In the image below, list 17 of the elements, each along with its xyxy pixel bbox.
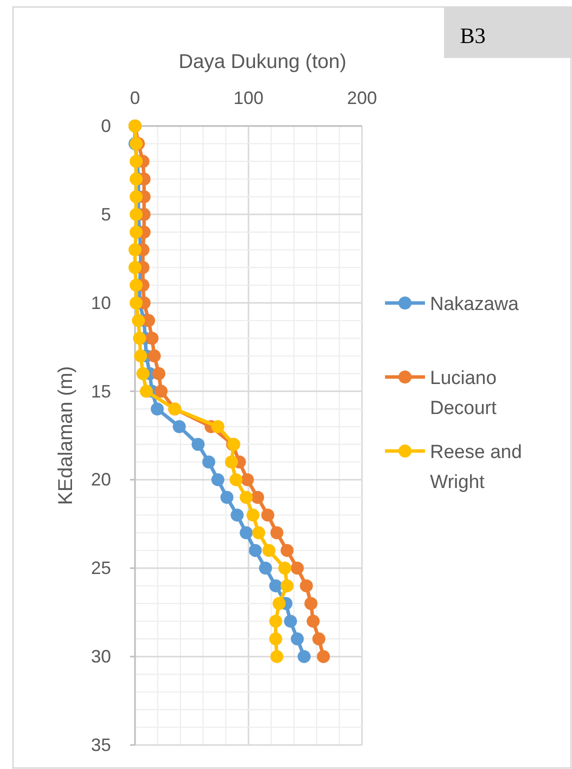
legend-label: Reese and Wright	[430, 442, 522, 493]
y-tick-label: 35	[90, 735, 111, 755]
y-tick-label: 30	[90, 646, 111, 667]
x-tick-label: 200	[346, 88, 378, 108]
y-tick-label: 25	[90, 558, 111, 578]
y-tick-label: 5	[100, 204, 111, 224]
legend-label: Luciano Decourt	[430, 368, 498, 419]
y-tick-label: 10	[90, 292, 111, 313]
legend-label: Nakazawa	[430, 294, 520, 315]
y-tick-label: 0	[100, 116, 111, 136]
text: B3	[460, 23, 486, 48]
y-tick-label: 20	[90, 470, 111, 490]
y-axis-title: KEdalaman (m)	[55, 366, 77, 505]
y-tick-label: 15	[90, 381, 111, 402]
x-axis-title: Daya Dukung (ton)	[178, 51, 346, 73]
x-tick-label: 100	[233, 88, 264, 108]
x-tick-label: 0	[130, 88, 140, 108]
